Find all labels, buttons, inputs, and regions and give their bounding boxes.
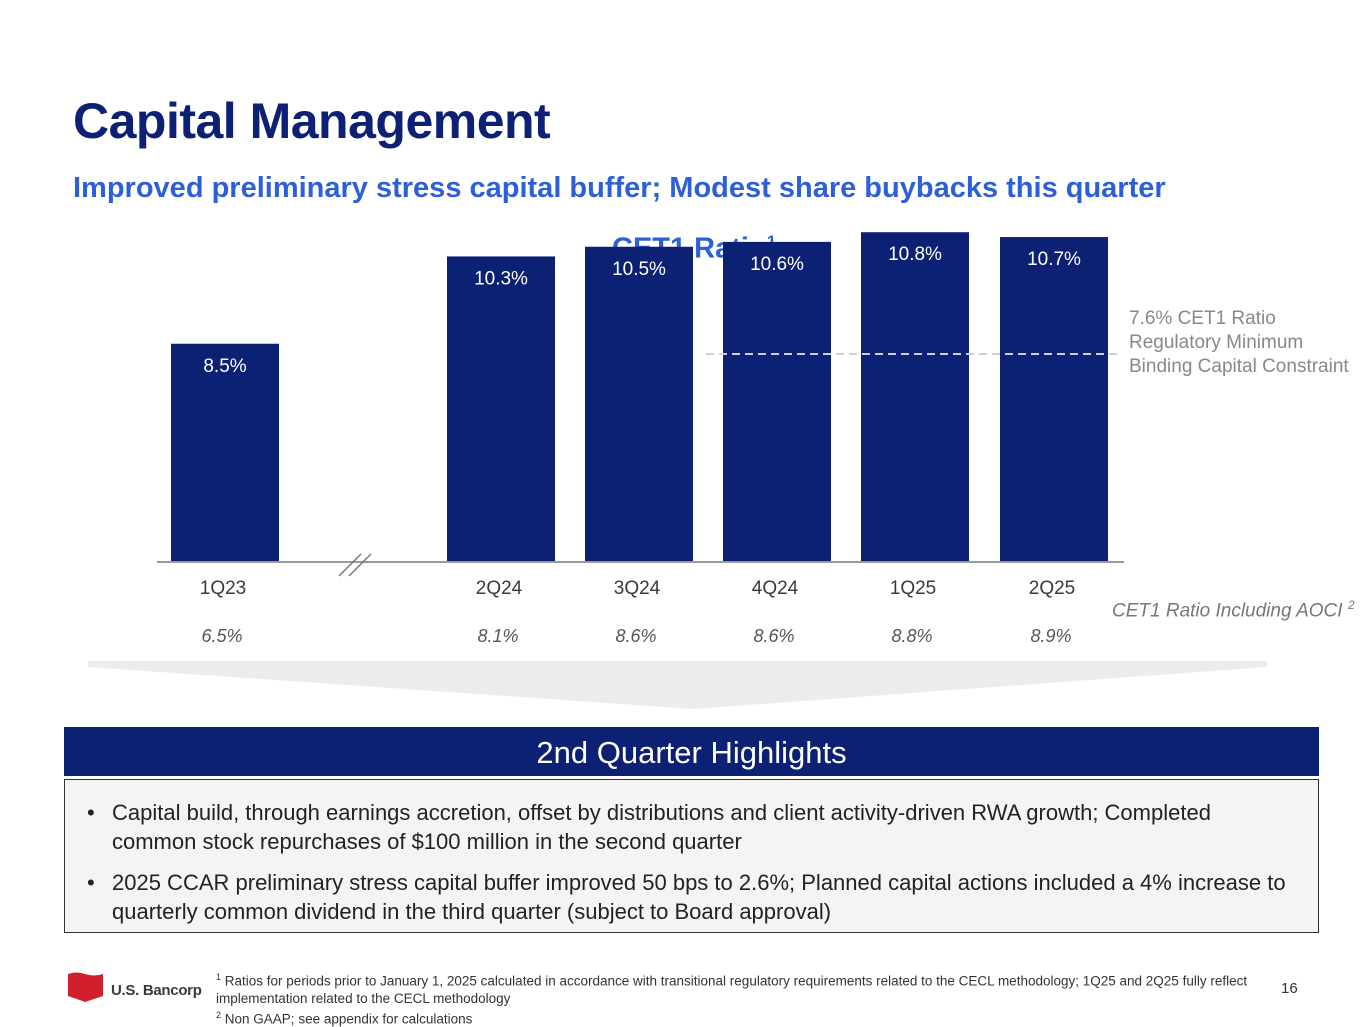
logo-text: U.S. Bancorp <box>111 982 202 999</box>
axis-break-marker <box>339 554 371 576</box>
aoci-row-title: CET1 Ratio Including AOCI 2 <box>1112 593 1362 623</box>
category-label: 2Q25 <box>1029 578 1075 599</box>
aoci-value-label: 8.6% <box>615 626 656 646</box>
bar-value-label: 10.8% <box>888 244 942 265</box>
highlights-box: •Capital build, through earnings accreti… <box>64 779 1319 933</box>
aoci-value-label: 6.5% <box>201 626 242 646</box>
reference-line-label: 7.6% CET1 Ratio Regulatory Minimum Bindi… <box>1129 307 1359 379</box>
bar-4q24 <box>723 242 831 562</box>
us-bancorp-logo-icon <box>67 971 105 1003</box>
bar-2q25 <box>1000 237 1108 562</box>
aoci-value-label: 8.9% <box>1030 626 1071 646</box>
highlights-list: •Capital build, through earnings accreti… <box>65 780 1318 926</box>
bar-value-label: 10.5% <box>612 259 666 280</box>
category-label: 2Q24 <box>476 578 523 599</box>
bar-1q25 <box>861 232 969 562</box>
category-label: 1Q25 <box>890 578 936 599</box>
highlights-heading: 2nd Quarter Highlights <box>64 727 1319 776</box>
category-label: 4Q24 <box>752 578 799 599</box>
chart-shadow-funnel <box>88 661 1267 709</box>
aoci-value-label: 8.6% <box>753 626 794 646</box>
aoci-value-label: 8.8% <box>891 626 932 646</box>
bar-value-label: 10.3% <box>474 268 528 289</box>
bullet-icon: • <box>87 868 95 897</box>
bar-value-label: 10.6% <box>750 254 804 275</box>
footnote-1: 1 Ratios for periods prior to January 1,… <box>216 969 1256 1007</box>
highlight-item: •Capital build, through earnings accreti… <box>112 798 1298 856</box>
category-label: 3Q24 <box>614 578 661 599</box>
bar-3q24 <box>585 247 693 562</box>
bullet-icon: • <box>87 798 95 827</box>
bar-2q24 <box>447 256 555 562</box>
page-number: 16 <box>1281 980 1298 997</box>
category-label: 1Q23 <box>200 578 246 599</box>
aoci-footnote-mark: 2 <box>1348 598 1355 612</box>
footnotes: 1 Ratios for periods prior to January 1,… <box>216 969 1256 1027</box>
highlight-item: •2025 CCAR preliminary stress capital bu… <box>112 868 1298 926</box>
bar-value-label: 10.7% <box>1027 249 1081 270</box>
aoci-value-label: 8.1% <box>477 626 518 646</box>
bar-value-label: 8.5% <box>203 356 246 377</box>
